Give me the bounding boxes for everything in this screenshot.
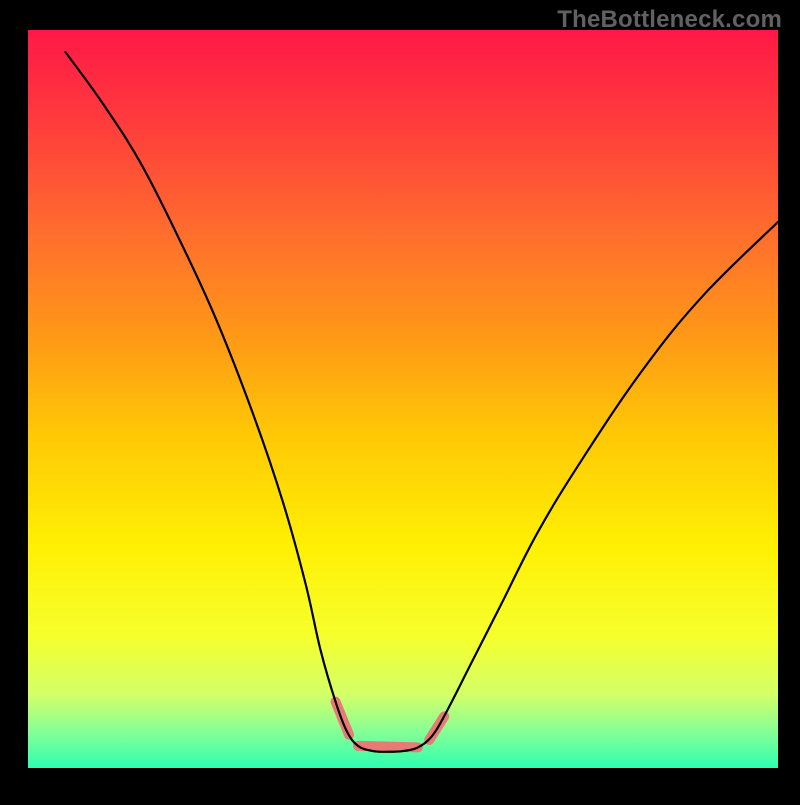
plot-background (28, 30, 778, 768)
watermark-text: TheBottleneck.com (557, 6, 782, 34)
highlight-segment-1 (358, 746, 418, 747)
outer-frame: TheBottleneck.com (0, 0, 800, 800)
chart-svg (0, 0, 800, 800)
